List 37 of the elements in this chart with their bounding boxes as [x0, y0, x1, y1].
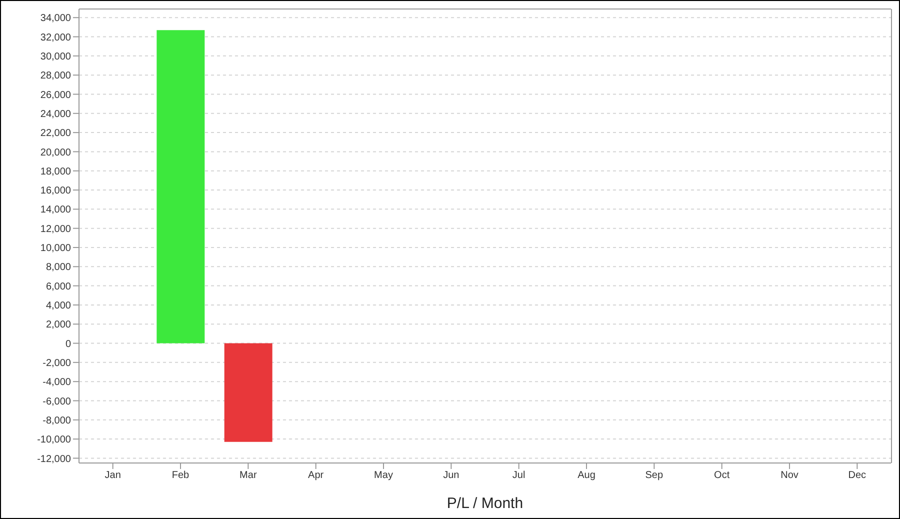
x-tick-label: May [374, 470, 393, 482]
x-tick-label: Sep [645, 470, 664, 482]
y-tick-label: 6,000 [46, 281, 72, 292]
x-tick-label: Dec [848, 470, 866, 482]
y-tick-label: 10,000 [40, 243, 72, 254]
x-axis-title: P/L / Month [446, 495, 524, 512]
y-tick-label: -8,000 [42, 415, 72, 426]
x-tick-label: Jan [104, 470, 121, 482]
x-tick-label: Jul [512, 470, 526, 482]
y-tick-label: 34,000 [40, 13, 72, 24]
y-tick-label: -2,000 [42, 358, 72, 369]
y-tick-label: 2,000 [46, 320, 72, 331]
y-tick-label: 14,000 [40, 204, 72, 216]
y-tick-label: 18,000 [40, 166, 72, 178]
y-tick-label: 20,000 [40, 147, 72, 158]
y-tick-label: 16,000 [40, 186, 72, 197]
y-tick-label: 28,000 [40, 70, 72, 82]
y-tick-label: 32,000 [40, 32, 72, 44]
y-tick-label: 4,000 [46, 300, 72, 312]
y-tick-label: -4,000 [42, 377, 72, 388]
y-tick-label: -10,000 [37, 434, 72, 446]
x-tick-label: Jun [443, 470, 460, 482]
y-tick-label: 8,000 [46, 262, 72, 274]
x-tick-label: Oct [714, 470, 730, 482]
y-tick-label: 24,000 [40, 108, 72, 120]
y-tick-label: 0 [65, 338, 72, 350]
y-tick-label: -12,000 [37, 454, 72, 465]
y-tick-label: -6,000 [42, 396, 72, 408]
x-tick-label: Apr [308, 470, 324, 482]
x-tick-label: Nov [780, 470, 798, 482]
x-tick-label: Mar [240, 470, 258, 482]
y-tick-label: 12,000 [40, 224, 72, 235]
x-tick-label: Feb [172, 470, 190, 482]
y-tick-label: 22,000 [40, 128, 72, 140]
y-tick-label: 30,000 [40, 51, 72, 62]
x-tick-label: Aug [578, 470, 596, 482]
y-tick-label: 26,000 [40, 90, 72, 101]
